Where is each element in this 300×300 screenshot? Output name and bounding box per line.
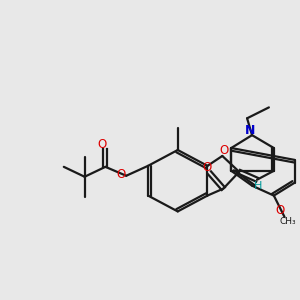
Text: O: O bbox=[275, 205, 284, 218]
Text: O: O bbox=[116, 168, 125, 182]
Text: O: O bbox=[97, 138, 106, 151]
Text: O: O bbox=[202, 161, 212, 174]
Text: H: H bbox=[254, 181, 263, 191]
Text: O: O bbox=[219, 144, 228, 158]
Text: CH₃: CH₃ bbox=[280, 217, 296, 226]
Text: N: N bbox=[244, 124, 255, 136]
